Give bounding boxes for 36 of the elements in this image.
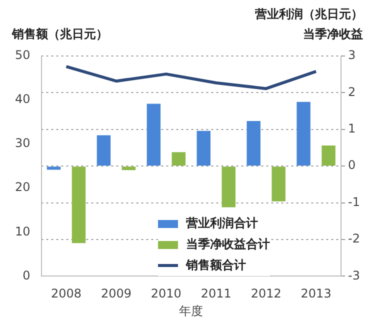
bar <box>172 152 186 166</box>
x-axis-title: 年度 <box>179 304 204 318</box>
y-tick-label: 30 <box>14 136 30 150</box>
x-tick-label: 2008 <box>50 286 82 301</box>
bar <box>296 102 310 166</box>
y-tick-label: 50 <box>14 48 30 62</box>
x-tick-label: 2012 <box>250 286 282 301</box>
y-tick-label: 0 <box>22 268 30 282</box>
y-axis-title: 销售额（兆日元） <box>11 27 108 41</box>
y2-tick-label: -1 <box>348 194 360 209</box>
y2-tick-label: -2 <box>348 232 360 246</box>
y-tick-label: 10 <box>14 224 30 238</box>
bar <box>72 166 86 244</box>
y2-tick-label: 2 <box>348 84 356 99</box>
bar <box>122 166 136 170</box>
bar <box>222 166 236 208</box>
y2-tick-label: 3 <box>348 48 356 62</box>
legend-label: 当季净收益合计 <box>186 236 270 253</box>
y2-tick-label: 1 <box>348 122 356 136</box>
y-tick-label: 20 <box>14 180 30 194</box>
bar <box>322 146 336 166</box>
bar <box>196 130 211 166</box>
x-tick-label: 2010 <box>150 286 182 301</box>
y2-tick-label: 0 <box>348 158 356 172</box>
bar <box>146 104 161 166</box>
x-tick-label: 2011 <box>200 286 232 301</box>
legend-label: 营业利润合计 <box>186 215 258 232</box>
bar <box>46 166 61 170</box>
y2-tick-label: -3 <box>348 268 360 282</box>
bar <box>246 120 260 166</box>
x-tick-label: 2013 <box>300 286 332 301</box>
x-tick-label: 2009 <box>100 286 132 301</box>
legend-label: 销售额合计 <box>186 257 246 274</box>
bar <box>96 135 111 166</box>
y-tick-label: 40 <box>14 92 30 106</box>
bar <box>272 166 286 202</box>
